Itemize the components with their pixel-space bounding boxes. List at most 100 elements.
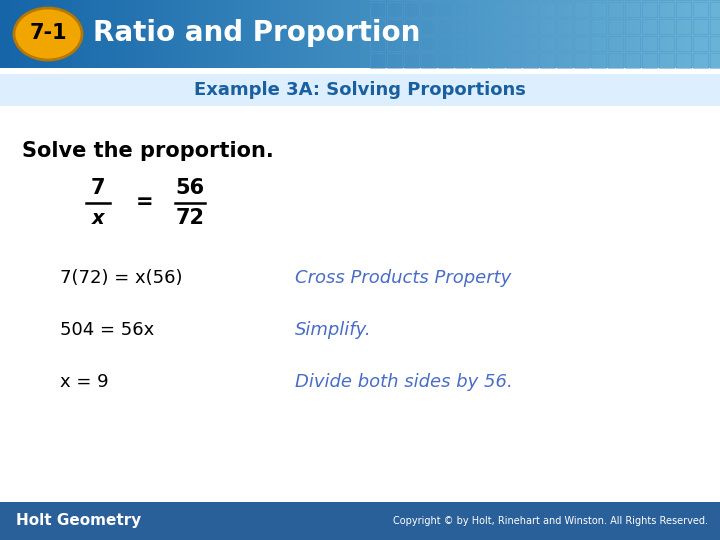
Bar (45, 0, 55, 68)
Bar (99, 0, 109, 68)
Bar (495, 0, 505, 68)
Bar (405, 0, 415, 68)
Bar (489, 53, 504, 68)
Bar (180, 0, 190, 68)
Bar (574, 53, 589, 68)
Bar (387, 19, 402, 34)
Bar (404, 19, 419, 34)
Bar (234, 0, 244, 68)
Bar (522, 0, 532, 68)
Bar (489, 36, 504, 51)
Bar (625, 36, 640, 51)
Bar (333, 0, 343, 68)
Bar (625, 53, 640, 68)
Bar (608, 36, 623, 51)
Bar (684, 0, 694, 68)
Bar (404, 36, 419, 51)
Bar (557, 53, 572, 68)
Bar (404, 2, 419, 17)
Bar (54, 0, 64, 68)
Bar (252, 0, 262, 68)
Bar (557, 36, 572, 51)
Bar (243, 0, 253, 68)
Bar (594, 0, 604, 68)
Bar (702, 0, 712, 68)
Bar (659, 36, 674, 51)
Bar (468, 0, 478, 68)
Bar (710, 2, 720, 17)
Bar (625, 2, 640, 17)
Bar (472, 36, 487, 51)
Bar (459, 0, 469, 68)
Bar (387, 0, 397, 68)
Text: 504 = 56x: 504 = 56x (60, 321, 154, 339)
Bar (18, 0, 28, 68)
Bar (540, 36, 555, 51)
Bar (81, 0, 91, 68)
Bar (306, 0, 316, 68)
Bar (513, 0, 523, 68)
Bar (108, 0, 118, 68)
Bar (162, 0, 172, 68)
Bar (608, 2, 623, 17)
Bar (639, 0, 649, 68)
Bar (404, 53, 419, 68)
Bar (126, 0, 136, 68)
Bar (421, 53, 436, 68)
Bar (198, 0, 208, 68)
Bar (557, 19, 572, 34)
Bar (710, 19, 720, 34)
Text: x: x (91, 208, 104, 227)
Text: Copyright © by Holt, Rinehart and Winston. All Rights Reserved.: Copyright © by Holt, Rinehart and Winsto… (393, 516, 708, 526)
Bar (591, 53, 606, 68)
Text: Divide both sides by 56.: Divide both sides by 56. (295, 373, 513, 391)
Bar (693, 53, 708, 68)
Bar (441, 0, 451, 68)
Text: 7: 7 (91, 178, 105, 198)
Bar (370, 36, 385, 51)
Bar (189, 0, 199, 68)
Text: Solve the proportion.: Solve the proportion. (22, 141, 274, 161)
Text: 72: 72 (176, 208, 204, 228)
Bar (506, 2, 521, 17)
Bar (523, 2, 538, 17)
Text: =: = (136, 192, 154, 212)
Bar (472, 53, 487, 68)
Bar (506, 53, 521, 68)
Text: x = 9: x = 9 (60, 373, 109, 391)
Bar (261, 0, 271, 68)
Bar (455, 36, 470, 51)
Text: Holt Geometry: Holt Geometry (16, 514, 141, 529)
Bar (438, 2, 453, 17)
Bar (387, 36, 402, 51)
Bar (370, 2, 385, 17)
Text: Example 3A: Solving Proportions: Example 3A: Solving Proportions (194, 81, 526, 99)
Bar (523, 36, 538, 51)
Bar (574, 2, 589, 17)
Bar (455, 2, 470, 17)
Text: Simplify.: Simplify. (295, 321, 372, 339)
Bar (0, 74, 720, 106)
Bar (351, 0, 361, 68)
Bar (315, 0, 325, 68)
Bar (423, 0, 433, 68)
Bar (693, 2, 708, 17)
Bar (557, 2, 572, 17)
Bar (642, 19, 657, 34)
Bar (370, 19, 385, 34)
Bar (489, 19, 504, 34)
Bar (676, 19, 691, 34)
Bar (642, 2, 657, 17)
Bar (297, 0, 307, 68)
Bar (455, 53, 470, 68)
Bar (504, 0, 514, 68)
Bar (558, 0, 568, 68)
Bar (531, 0, 541, 68)
Bar (207, 0, 217, 68)
Bar (438, 53, 453, 68)
Bar (591, 19, 606, 34)
Ellipse shape (14, 8, 82, 60)
Bar (591, 2, 606, 17)
Bar (711, 0, 720, 68)
Bar (450, 0, 460, 68)
